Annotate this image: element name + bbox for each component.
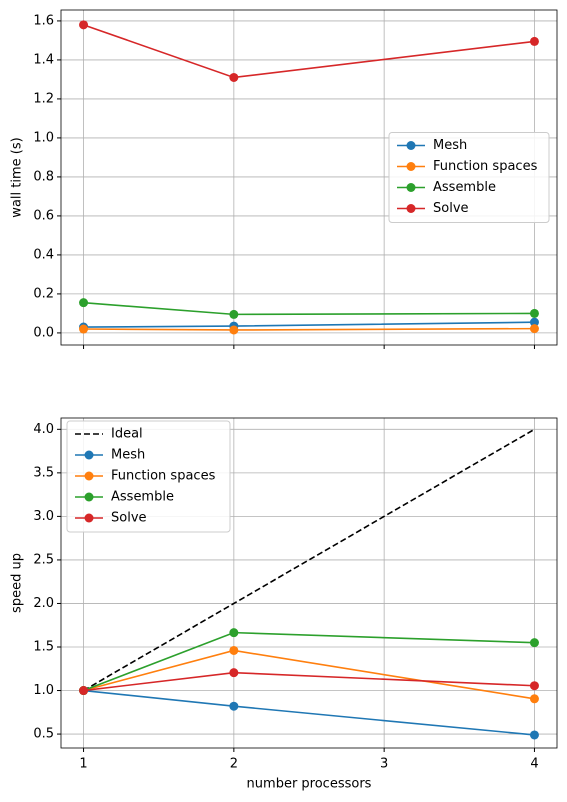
marker bbox=[229, 309, 239, 319]
y-tick-label: 2.0 bbox=[33, 596, 54, 611]
legend-marker bbox=[406, 204, 416, 213]
marker bbox=[229, 645, 239, 655]
y-tick-label: 3.0 bbox=[33, 509, 54, 524]
x-tick-label: 1 bbox=[79, 757, 87, 772]
marker bbox=[529, 730, 539, 740]
marker bbox=[79, 298, 89, 308]
legend-label: Mesh bbox=[433, 138, 467, 153]
series-line bbox=[83, 689, 535, 736]
marker bbox=[529, 638, 539, 648]
marker bbox=[529, 36, 539, 46]
marker bbox=[79, 20, 89, 30]
legend-marker bbox=[84, 492, 94, 502]
x-tick-label: 3 bbox=[380, 757, 388, 772]
marker bbox=[79, 324, 89, 334]
y-tick-label: 1.6 bbox=[33, 13, 54, 28]
marker bbox=[229, 668, 239, 678]
plot-frame bbox=[60, 417, 558, 749]
legend-label: Assemble bbox=[111, 490, 174, 505]
marker bbox=[529, 317, 539, 327]
y-tick-label: 3.5 bbox=[33, 465, 54, 480]
y-tick-label: 1.0 bbox=[33, 683, 54, 698]
legend-marker bbox=[406, 141, 416, 150]
y-tick-label: 1.5 bbox=[33, 639, 54, 654]
y-tick-label: 0.8 bbox=[33, 169, 54, 184]
legend-label: Ideal bbox=[111, 427, 143, 442]
x-tick-label: 2 bbox=[230, 757, 238, 772]
legend-label: Function spaces bbox=[111, 469, 216, 484]
legend-label: Solve bbox=[111, 511, 147, 526]
marker bbox=[79, 686, 89, 696]
marker bbox=[529, 308, 539, 318]
marker bbox=[229, 628, 239, 638]
legend-label: Assemble bbox=[433, 180, 496, 195]
y-tick-label: 2.5 bbox=[33, 552, 54, 567]
series-line bbox=[83, 321, 535, 328]
y-tick-label: 1.4 bbox=[33, 52, 54, 67]
legend-label: Solve bbox=[433, 201, 469, 216]
legend-marker bbox=[406, 183, 416, 192]
marker bbox=[529, 681, 539, 691]
series-line bbox=[83, 301, 535, 316]
y-tick-label: 0.4 bbox=[33, 247, 54, 262]
series-line bbox=[83, 649, 535, 700]
y-tick-label: 0.5 bbox=[33, 727, 54, 742]
legend-marker bbox=[84, 450, 94, 460]
x-tick-label: 4 bbox=[530, 757, 538, 772]
legend-box bbox=[388, 132, 550, 223]
y-tick-label: 0.6 bbox=[33, 208, 54, 223]
series-line bbox=[83, 24, 535, 79]
legend-marker bbox=[406, 162, 416, 171]
marker bbox=[529, 324, 539, 334]
legend-marker bbox=[84, 513, 94, 523]
marker bbox=[529, 694, 539, 704]
legend-box bbox=[66, 420, 231, 533]
y-tick-label: 0.0 bbox=[33, 325, 54, 340]
y-axis-label: wall time (s) bbox=[10, 137, 25, 217]
y-tick-label: 1.0 bbox=[33, 130, 54, 145]
y-tick-label: 0.2 bbox=[33, 286, 54, 301]
marker bbox=[229, 72, 239, 82]
series-line bbox=[83, 327, 535, 331]
legend-label: Mesh bbox=[111, 448, 145, 463]
x-axis-label: number processors bbox=[247, 777, 372, 792]
series-line bbox=[83, 428, 535, 692]
legend-marker bbox=[84, 471, 94, 481]
plot-frame bbox=[60, 9, 558, 346]
y-axis-label: speed up bbox=[10, 553, 25, 613]
legend-label: Function spaces bbox=[433, 159, 538, 174]
y-tick-label: 4.0 bbox=[33, 422, 54, 437]
marker bbox=[229, 325, 239, 335]
marker bbox=[229, 701, 239, 711]
y-tick-label: 1.2 bbox=[33, 91, 54, 106]
